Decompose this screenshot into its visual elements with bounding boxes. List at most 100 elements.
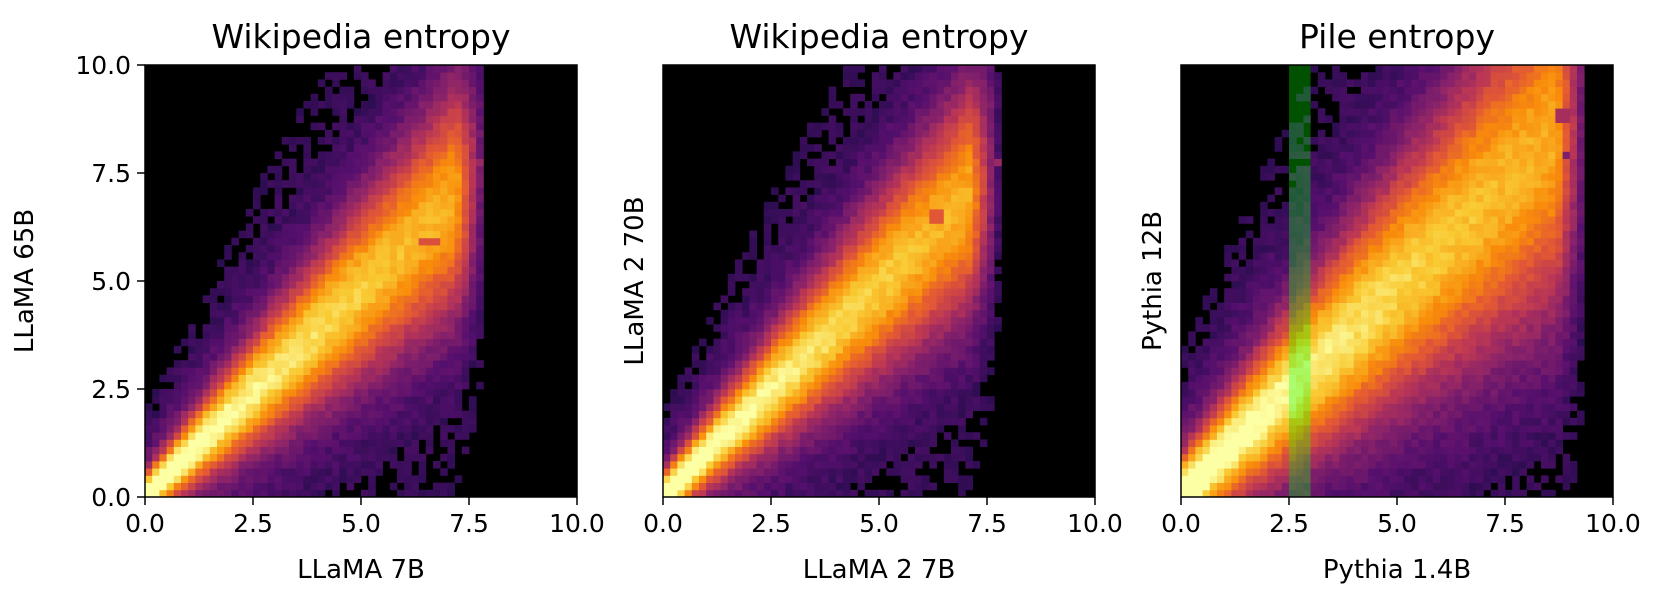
heatmap-cell <box>461 446 470 455</box>
heatmap-cell <box>1267 468 1275 476</box>
heatmap-cell <box>1289 151 1297 159</box>
heatmap-cell <box>346 201 355 210</box>
heatmap-cell <box>296 475 304 483</box>
heatmap-cell <box>418 367 427 375</box>
heatmap-cell <box>742 302 750 311</box>
heatmap-cell <box>1289 417 1297 426</box>
heatmap-cell <box>828 151 837 159</box>
heatmap-cell <box>353 374 362 383</box>
heatmap-cell <box>260 468 268 476</box>
heatmap-cell <box>756 288 765 296</box>
heatmap-cell <box>713 302 721 311</box>
heatmap-cell <box>1325 309 1333 318</box>
heatmap-cell <box>814 489 822 498</box>
heatmap-cell <box>749 403 757 411</box>
heatmap-cell <box>382 209 391 217</box>
heatmap-cell <box>828 432 837 440</box>
heatmap-cell <box>929 403 937 411</box>
heatmap-cell <box>958 374 966 383</box>
heatmap-cell <box>857 216 865 224</box>
heatmap-cell <box>907 475 916 483</box>
heatmap-cell <box>332 216 340 224</box>
heatmap-cell <box>951 158 959 167</box>
heatmap-cell <box>871 144 880 152</box>
heatmap-cell <box>1296 223 1304 231</box>
heatmap-cell <box>936 245 945 253</box>
heatmap-cell <box>310 367 319 375</box>
heatmap-cell <box>864 396 873 404</box>
heatmap-cell <box>835 151 844 159</box>
heatmap-cell <box>915 439 923 447</box>
heatmap-cell <box>965 194 973 203</box>
heatmap-cell <box>346 374 355 383</box>
heatmap-cell <box>433 165 441 174</box>
heatmap-cell <box>425 158 434 167</box>
heatmap-cell <box>814 389 822 397</box>
heatmap-cell <box>749 374 757 383</box>
heatmap-cell <box>382 381 391 390</box>
heatmap-cell <box>152 396 160 404</box>
heatmap-cell <box>1325 324 1333 332</box>
heatmap-cell <box>1332 461 1340 469</box>
heatmap-cell <box>850 266 858 275</box>
heatmap-cell <box>469 360 477 368</box>
heatmap-cell <box>792 165 801 174</box>
heatmap-cell <box>907 201 916 210</box>
heatmap-cell <box>1238 252 1247 260</box>
heatmap-cells <box>1181 65 1585 498</box>
heatmap-cell <box>814 122 822 131</box>
heatmap-cell <box>152 482 160 491</box>
heatmap-cell <box>425 403 434 411</box>
heatmap-cell <box>1274 389 1283 397</box>
heatmap-cell <box>742 461 750 469</box>
heatmap-cell <box>245 295 254 303</box>
heatmap-cell <box>893 129 901 138</box>
heatmap-cell <box>965 453 973 462</box>
heatmap-cell <box>188 432 196 440</box>
heatmap-cell <box>778 367 786 375</box>
heatmap-cell <box>368 151 376 159</box>
heatmap-cell <box>929 65 937 73</box>
heatmap-cell <box>1188 417 1196 426</box>
heatmap-cell <box>346 389 355 397</box>
heatmap-cell <box>886 151 894 159</box>
heatmap-cell <box>1188 353 1196 361</box>
heatmap-cell <box>677 417 685 426</box>
heatmap-cell <box>771 482 779 491</box>
heatmap-cell <box>951 360 959 368</box>
heatmap-cell <box>152 439 160 447</box>
heatmap-cell <box>778 230 786 239</box>
heatmap-cell <box>382 173 391 181</box>
heatmap-cell <box>785 468 793 476</box>
heatmap-cell <box>742 295 750 303</box>
heatmap-cell <box>1202 468 1211 476</box>
heatmap-cell <box>1188 489 1196 498</box>
heatmap-cell <box>922 108 930 116</box>
heatmap-cell <box>217 468 225 476</box>
heatmap-cell <box>699 396 707 404</box>
heatmap-cell <box>1238 417 1247 426</box>
heatmap-cell <box>1231 353 1239 361</box>
heatmap-cell <box>152 461 160 469</box>
heatmap-cell <box>814 403 822 411</box>
heatmap-cell <box>346 209 355 217</box>
heatmap-cell <box>353 180 362 188</box>
heatmap-cell <box>864 273 873 282</box>
heatmap-cell <box>778 432 786 440</box>
heatmap-cell <box>1281 266 1290 275</box>
heatmap-cell <box>857 129 865 138</box>
heatmap-cell <box>958 295 966 303</box>
heatmap-cell <box>1296 266 1304 275</box>
heatmap-cell <box>792 151 801 159</box>
heatmap-cell <box>879 367 887 375</box>
heatmap-cell <box>425 122 434 131</box>
heatmap-cell <box>411 180 419 188</box>
heatmap-cell <box>339 201 347 210</box>
heatmap-cell <box>411 489 419 498</box>
heatmap-cell <box>1253 381 1261 390</box>
heatmap-cell <box>1274 360 1283 368</box>
heatmap-cell <box>987 86 995 95</box>
heatmap-cell <box>224 381 232 390</box>
heatmap-cell <box>238 461 247 469</box>
heatmap-cell <box>1260 173 1268 181</box>
